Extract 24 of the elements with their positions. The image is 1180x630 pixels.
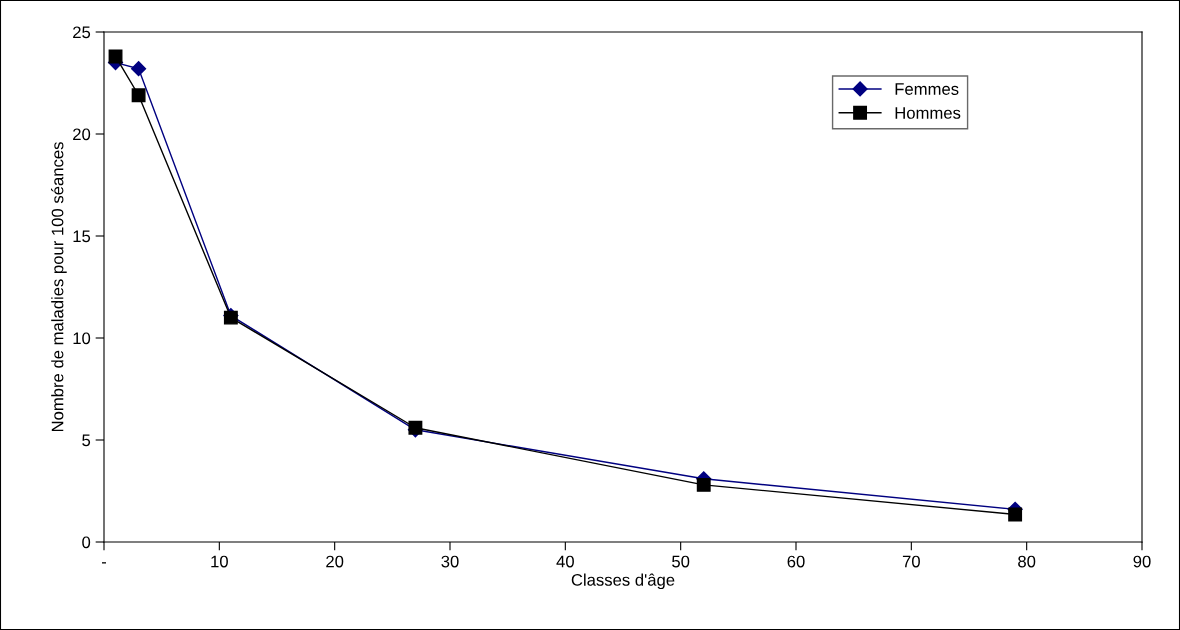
point: [131, 88, 146, 103]
x-tick-label: 90: [1133, 555, 1151, 568]
x-tick-label: 10: [211, 555, 228, 568]
y-axis-title: Nombre de maladies pour 100 séances: [50, 142, 67, 432]
y-tick-label: 0: [82, 536, 91, 549]
point: [696, 477, 711, 492]
x-axis-title: Classes d'âge: [571, 573, 675, 590]
y-tick-label: 5: [82, 434, 91, 447]
x-tick-label: 40: [556, 555, 574, 568]
point: [1008, 507, 1023, 522]
x-tick-label: 60: [787, 555, 805, 568]
x-tick-label: 80: [1018, 555, 1036, 568]
y-tick-label: 10: [73, 332, 91, 345]
y-tick-label: 20: [73, 128, 91, 141]
legend-label: Femmes: [895, 83, 959, 95]
y-tick-label: 25: [73, 26, 91, 39]
x-tick-label: 30: [441, 555, 459, 568]
x-tick-label: 50: [672, 555, 690, 568]
legend-label: Hommes: [895, 107, 961, 119]
point: [131, 61, 147, 77]
y-tick-label: 15: [73, 230, 91, 243]
x-tick-label: -: [101, 562, 107, 564]
x-tick-label: 70: [902, 555, 920, 568]
x-tick-label: 20: [326, 555, 344, 568]
